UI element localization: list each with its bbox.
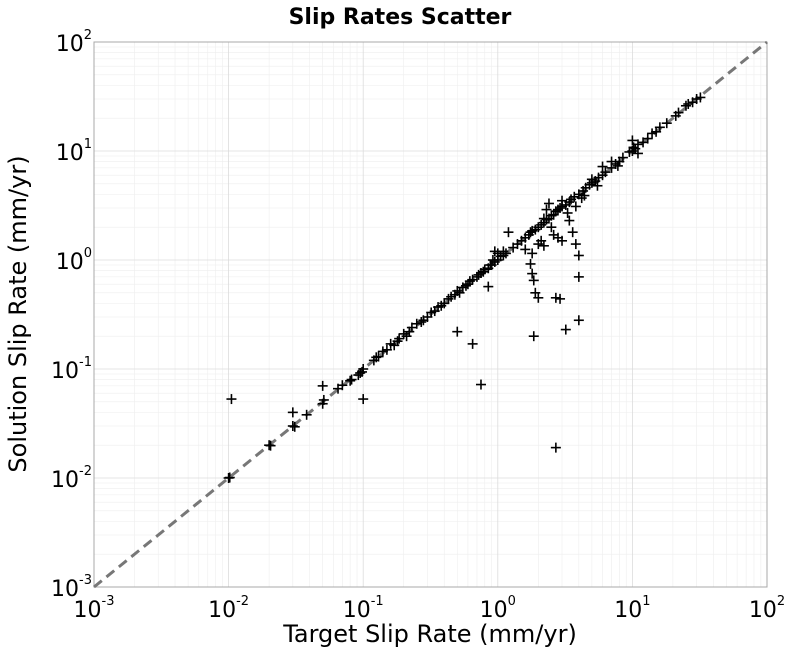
- data-point: [317, 380, 328, 391]
- data-point: [573, 250, 584, 261]
- data-point: [287, 407, 298, 418]
- data-point: [584, 179, 595, 190]
- data-point: [483, 281, 494, 292]
- data-point: [597, 161, 608, 172]
- y-axis-ticks: 10-3 10-2 10-1 100 101 102: [51, 28, 92, 602]
- data-point: [489, 246, 500, 257]
- data-point: [546, 210, 557, 221]
- data-point: [570, 201, 581, 212]
- data-point: [358, 394, 369, 405]
- data-point: [224, 472, 235, 483]
- data-point: [381, 344, 392, 355]
- x-tick-label: 10-1: [343, 594, 384, 623]
- data-point: [569, 191, 580, 202]
- data-point: [612, 160, 623, 171]
- data-point: [265, 440, 276, 451]
- data-point: [498, 246, 509, 257]
- chart-title: Slip Rates Scatter: [289, 5, 512, 30]
- x-axis-label: Target Slip Rate (mm/yr): [282, 620, 577, 648]
- data-point: [452, 285, 463, 296]
- data-point: [586, 174, 597, 185]
- data-point: [452, 326, 463, 337]
- x-axis-ticks: 10-3 10-2 10-1 100 101 102: [74, 594, 786, 623]
- data-point: [525, 258, 536, 269]
- data-point: [567, 227, 578, 238]
- data-point: [357, 366, 368, 377]
- data-point: [416, 316, 427, 327]
- data-point: [557, 235, 568, 246]
- data-point: [606, 156, 617, 167]
- y-tick-label: 10-2: [51, 464, 92, 493]
- data-point: [289, 421, 300, 432]
- data-point: [557, 195, 568, 206]
- data-point: [570, 239, 581, 250]
- data-point: [528, 331, 539, 342]
- x-tick-label: 102: [749, 594, 785, 623]
- data-point: [642, 133, 653, 144]
- data-point: [555, 293, 566, 304]
- data-point: [560, 324, 571, 335]
- x-tick-label: 10-2: [208, 594, 249, 623]
- data-point: [541, 204, 552, 215]
- data-point: [373, 351, 384, 362]
- data-point: [617, 152, 628, 163]
- data-point: [439, 298, 450, 309]
- data-point: [680, 100, 691, 111]
- data-point: [600, 167, 611, 178]
- y-tick-label: 101: [56, 137, 92, 166]
- data-point: [527, 248, 538, 259]
- data-point: [520, 244, 531, 255]
- y-tick-label: 102: [56, 28, 92, 57]
- data-point: [226, 394, 237, 405]
- data-point: [592, 180, 603, 191]
- data-point: [543, 198, 554, 209]
- data-point: [538, 240, 549, 251]
- x-tick-label: 100: [480, 594, 516, 623]
- data-point: [550, 442, 561, 453]
- data-point: [528, 275, 539, 286]
- data-point: [301, 409, 312, 420]
- data-point: [346, 374, 357, 385]
- data-point: [538, 213, 549, 224]
- data-point: [573, 271, 584, 282]
- y-axis-label: Solution Slip Rate (mm/yr): [4, 155, 32, 472]
- data-point: [573, 315, 584, 326]
- data-point: [661, 118, 672, 129]
- data-point: [318, 394, 329, 405]
- data-point: [654, 122, 665, 133]
- y-tick-label: 10-1: [51, 355, 92, 384]
- data-point: [673, 107, 684, 118]
- data-point: [550, 292, 561, 303]
- data-point: [394, 333, 405, 344]
- data-point: [411, 318, 422, 329]
- data-point: [564, 215, 575, 226]
- data-point: [546, 222, 557, 233]
- data-point: [695, 92, 706, 103]
- data-point: [527, 268, 538, 279]
- data-point: [628, 142, 639, 153]
- data-point: [467, 338, 478, 349]
- data-point: [503, 227, 514, 238]
- x-tick-label: 10-3: [74, 594, 115, 623]
- data-point: [683, 98, 694, 109]
- data-point: [632, 148, 643, 159]
- data-point: [345, 375, 356, 386]
- data-point: [475, 379, 486, 390]
- plot-area-frame: [93, 41, 768, 588]
- data-points: [223, 92, 706, 483]
- data-point: [627, 135, 638, 146]
- data-point: [533, 292, 544, 303]
- data-point: [555, 202, 566, 213]
- y-tick-label: 10-3: [51, 573, 92, 602]
- data-point: [579, 190, 590, 201]
- data-point: [487, 255, 498, 265]
- data-point: [337, 380, 348, 391]
- x-tick-label: 101: [614, 594, 650, 623]
- y-tick-label: 100: [56, 246, 92, 275]
- minor-grid: [94, 42, 767, 587]
- data-point: [454, 287, 465, 298]
- data-point: [478, 266, 489, 277]
- data-point: [562, 207, 573, 218]
